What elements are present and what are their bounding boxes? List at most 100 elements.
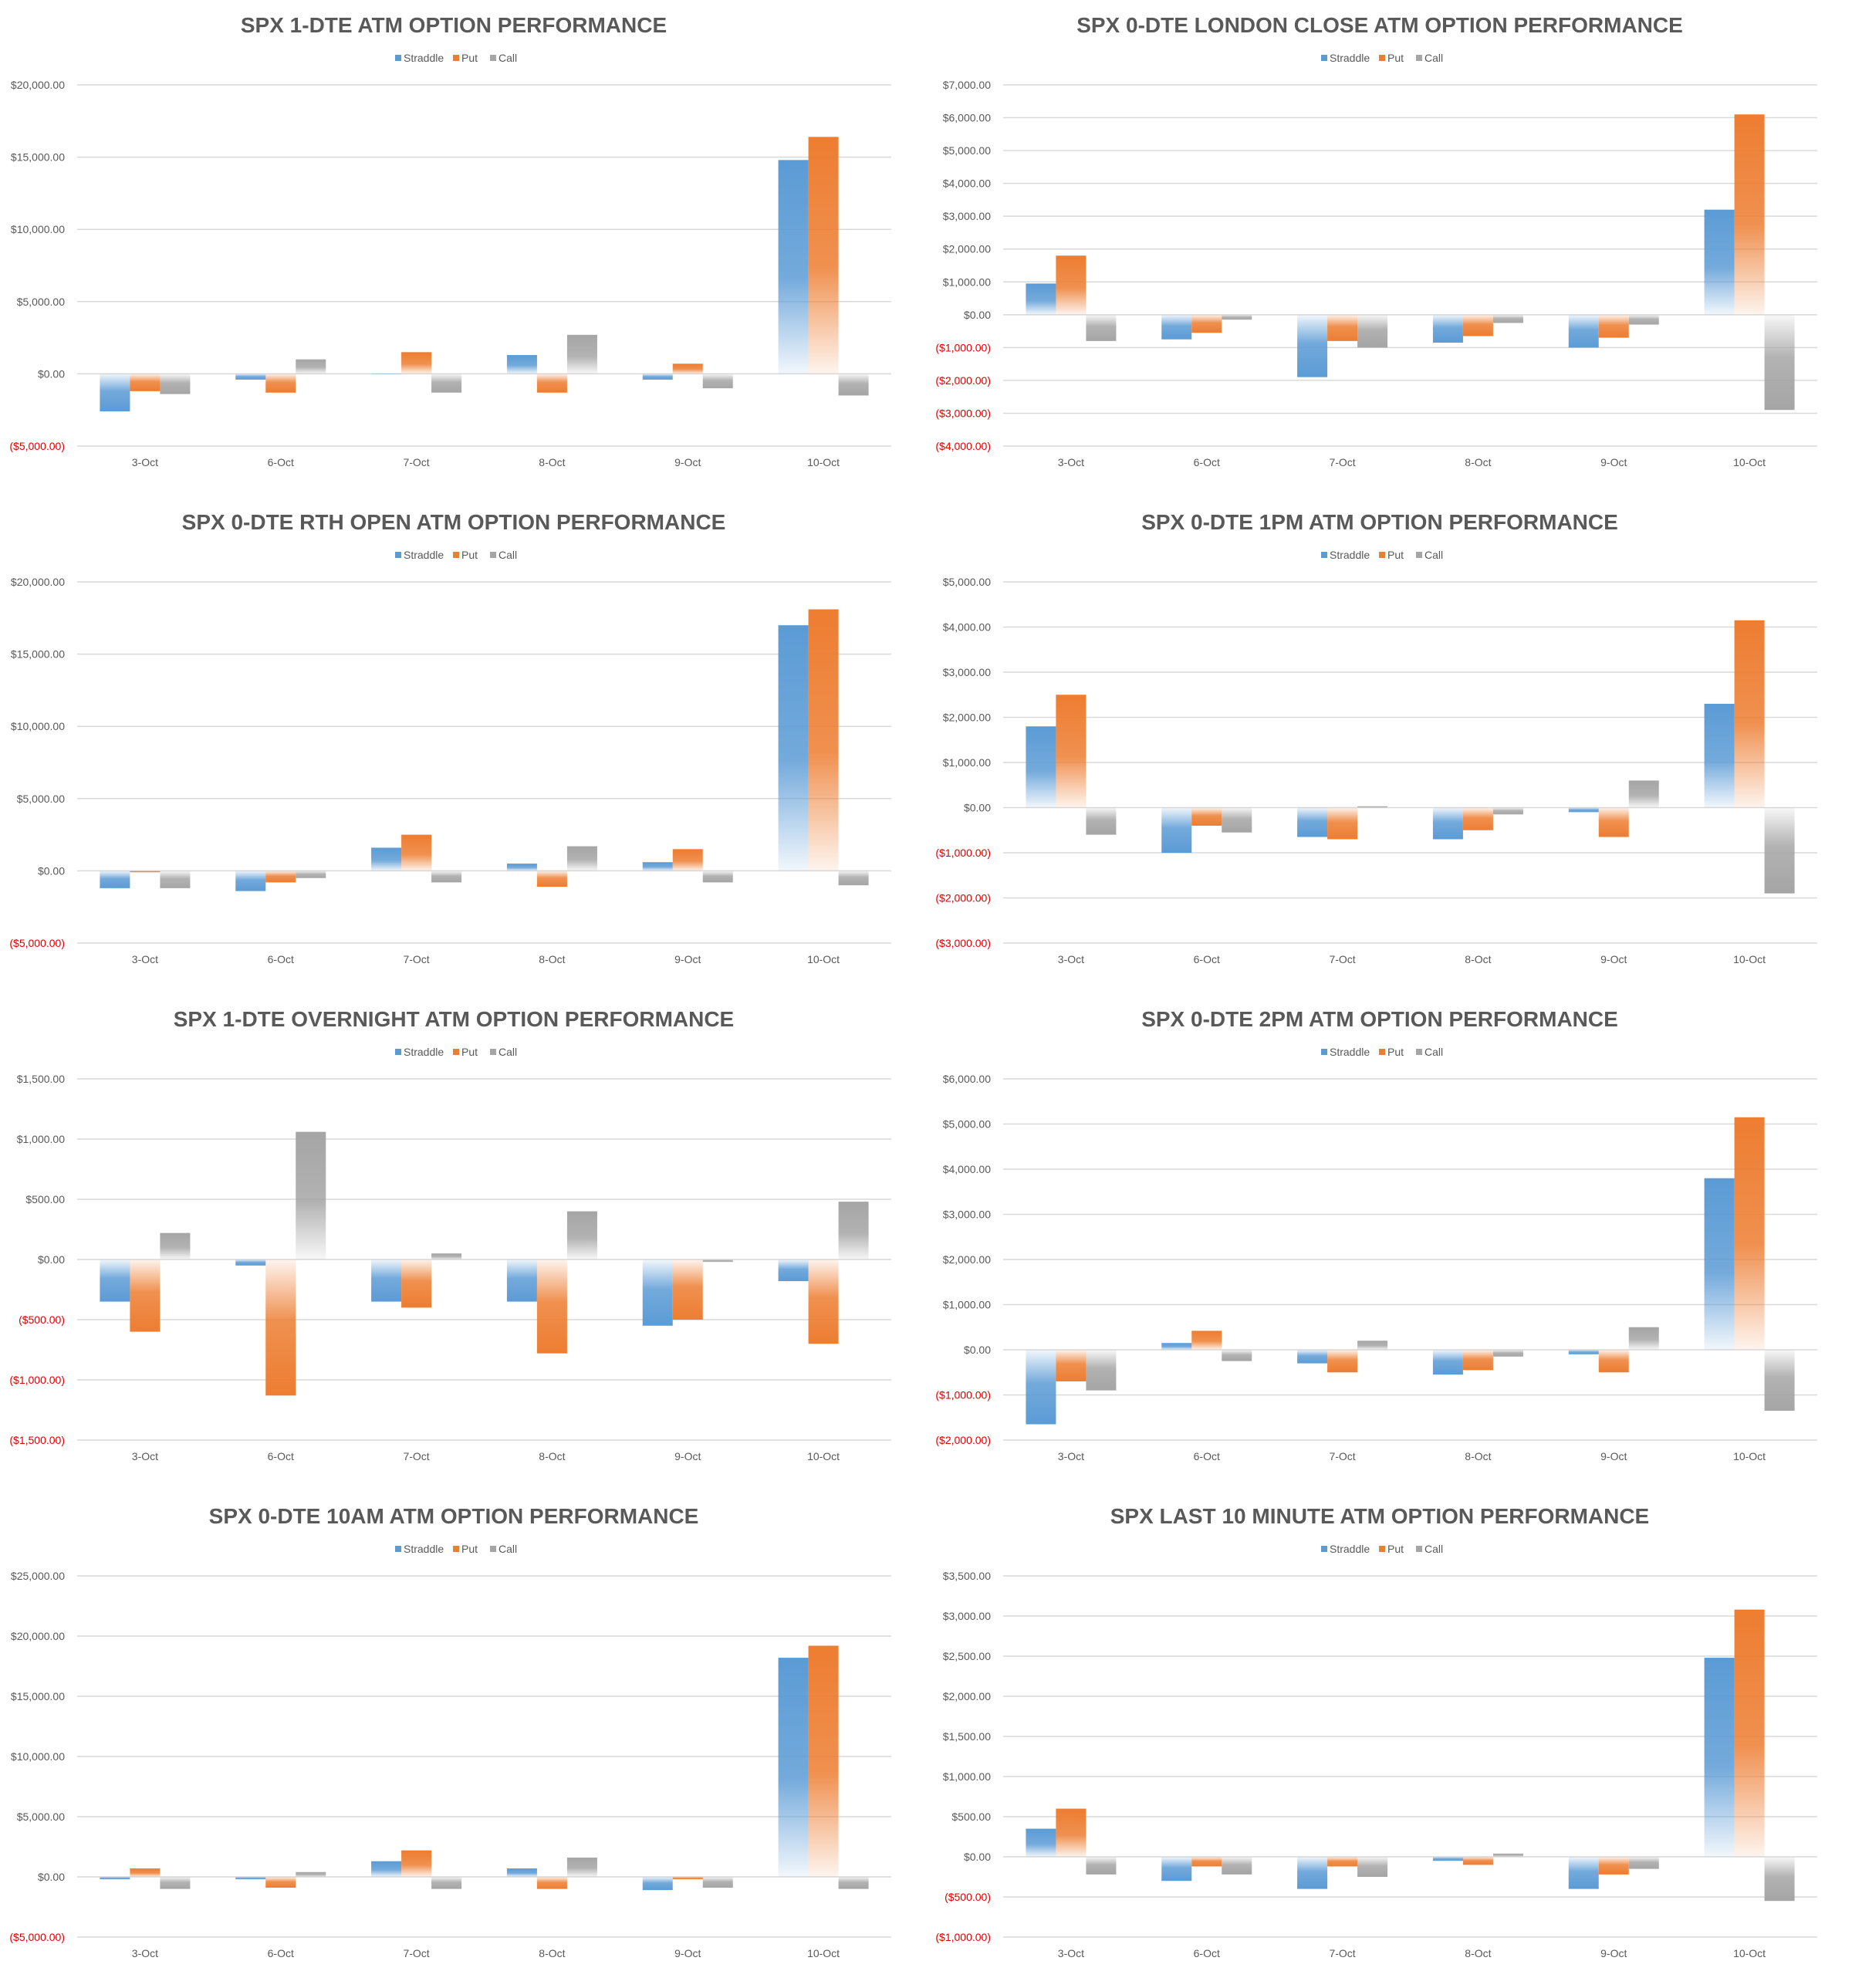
- legend-label-put: Put: [461, 1046, 478, 1058]
- y-tick-label: $1,500.00: [17, 1073, 65, 1085]
- legend-swatch-put: [453, 552, 459, 558]
- legend-label-straddle: Straddle: [1330, 1046, 1370, 1058]
- legend-label-straddle: Straddle: [404, 52, 444, 64]
- bar-call-6-oct: [296, 359, 326, 374]
- y-tick-label: $4,000.00: [943, 621, 991, 634]
- y-tick-label: ($2,000.00): [935, 892, 991, 904]
- x-tick-label: 10-Oct: [1733, 953, 1766, 965]
- legend-label-put: Put: [1387, 1543, 1404, 1555]
- chart-svg-2: SPX 0-DTE RTH OPEN ATM OPTION PERFORMANC…: [9, 510, 891, 965]
- legend-label-straddle: Straddle: [1330, 549, 1370, 561]
- y-tick-label: ($5,000.00): [9, 440, 65, 452]
- x-tick-label: 6-Oct: [268, 953, 294, 965]
- x-tick-label: 3-Oct: [132, 456, 158, 468]
- y-tick-label: $3,000.00: [943, 1610, 991, 1622]
- legend-label-put: Put: [461, 52, 478, 64]
- x-tick-label: 3-Oct: [1058, 456, 1084, 468]
- bar-call-9-oct: [702, 1259, 733, 1263]
- chart-title: SPX 0-DTE LONDON CLOSE ATM OPTION PERFOR…: [1076, 13, 1683, 37]
- bar-call-9-oct: [702, 1877, 733, 1888]
- bar-call-8-oct: [1492, 1853, 1523, 1857]
- bar-put-6-oct: [1191, 807, 1222, 826]
- x-tick-label: 7-Oct: [1329, 1947, 1355, 1959]
- bar-call-8-oct: [1492, 807, 1523, 815]
- bar-straddle-9-oct: [1568, 1857, 1599, 1889]
- x-tick-label: 7-Oct: [1329, 1450, 1355, 1462]
- bar-put-3-oct: [130, 1868, 161, 1877]
- y-tick-label: $1,500.00: [943, 1730, 991, 1743]
- bar-straddle-6-oct: [235, 1877, 266, 1880]
- chart-title: SPX LAST 10 MINUTE ATM OPTION PERFORMANC…: [1110, 1504, 1649, 1528]
- bar-call-6-oct: [1222, 1350, 1252, 1361]
- x-tick-label: 3-Oct: [1058, 953, 1084, 965]
- y-tick-label: $5,000.00: [943, 576, 991, 588]
- y-tick-label: ($1,000.00): [935, 847, 991, 859]
- chart-svg-3: SPX 0-DTE 1PM ATM OPTION PERFORMANCE Stra…: [935, 510, 1817, 965]
- bar-call-3-oct: [1086, 314, 1117, 341]
- x-tick-label: 6-Oct: [268, 1450, 294, 1462]
- x-tick-label: 10-Oct: [1733, 456, 1766, 468]
- legend-swatch-straddle: [1321, 1546, 1327, 1552]
- y-tick-label: ($3,000.00): [935, 937, 991, 949]
- bar-call-10-oct: [838, 871, 869, 886]
- bar-put-6-oct: [265, 1877, 296, 1888]
- x-tick-label: 9-Oct: [1600, 1947, 1627, 1959]
- bar-put-8-oct: [1462, 1857, 1493, 1865]
- bar-straddle-7-oct: [371, 847, 402, 871]
- legend-swatch-call: [1416, 55, 1422, 61]
- x-tick-label: 3-Oct: [1058, 1947, 1084, 1959]
- bar-put-8-oct: [536, 1259, 567, 1354]
- bar-straddle-7-oct: [371, 1259, 402, 1302]
- chart-svg-4: SPX 1-DTE OVERNIGHT ATM OPTION PERFORMAN…: [9, 1007, 891, 1462]
- y-tick-label: ($1,000.00): [9, 1374, 65, 1386]
- x-tick-label: 6-Oct: [1194, 953, 1220, 965]
- bar-straddle-3-oct: [1026, 1350, 1056, 1425]
- bar-put-10-oct: [1734, 114, 1765, 315]
- bar-straddle-3-oct: [100, 374, 130, 412]
- bar-put-3-oct: [130, 871, 161, 873]
- y-tick-label: $5,000.00: [17, 1810, 65, 1823]
- bar-call-7-oct: [431, 871, 462, 883]
- y-tick-label: $0.00: [38, 1253, 65, 1266]
- legend-swatch-call: [490, 1049, 496, 1055]
- chart-title: SPX 1-DTE ATM OPTION PERFORMANCE: [241, 13, 667, 37]
- legend-swatch-straddle: [395, 55, 401, 61]
- bar-call-8-oct: [1492, 314, 1523, 323]
- bar-call-3-oct: [160, 871, 191, 888]
- bar-put-3-oct: [130, 374, 161, 391]
- y-tick-label: $1,000.00: [943, 1299, 991, 1311]
- bar-straddle-10-oct: [778, 1658, 809, 1877]
- chart-panel-1pm: SPX 0-DTE 1PM ATM OPTION PERFORMANCE Stra…: [926, 497, 1852, 994]
- bar-call-9-oct: [1628, 314, 1659, 325]
- bar-call-8-oct: [566, 334, 597, 374]
- x-tick-label: 8-Oct: [539, 1947, 565, 1959]
- y-tick-label: $500.00: [25, 1193, 65, 1205]
- bar-straddle-6-oct: [235, 871, 266, 891]
- bar-straddle-7-oct: [371, 1861, 402, 1877]
- legend-swatch-call: [490, 552, 496, 558]
- y-tick-label: $5,000.00: [943, 1118, 991, 1131]
- y-tick-label: $500.00: [951, 1810, 991, 1823]
- y-tick-label: $10,000.00: [11, 223, 65, 235]
- chart-title: SPX 1-DTE OVERNIGHT ATM OPTION PERFORMAN…: [174, 1007, 734, 1031]
- y-tick-label: ($5,000.00): [9, 937, 65, 949]
- legend-label-call: Call: [1424, 52, 1443, 64]
- legend-swatch-put: [453, 1546, 459, 1552]
- x-tick-label: 8-Oct: [539, 456, 565, 468]
- y-tick-label: $5,000.00: [17, 296, 65, 308]
- bar-straddle-6-oct: [1161, 1857, 1192, 1882]
- x-tick-label: 8-Oct: [539, 953, 565, 965]
- bar-call-10-oct: [838, 1202, 869, 1259]
- bar-put-6-oct: [1191, 1857, 1222, 1867]
- legend-label-call: Call: [1424, 549, 1443, 561]
- legend-label-straddle: Straddle: [1330, 1543, 1370, 1555]
- y-tick-label: $3,000.00: [943, 1209, 991, 1221]
- y-tick-label: $5,000.00: [943, 144, 991, 157]
- bar-put-9-oct: [672, 1877, 703, 1880]
- chart-svg-5: SPX 0-DTE 2PM ATM OPTION PERFORMANCE Stra…: [935, 1007, 1817, 1462]
- bar-put-10-oct: [808, 609, 839, 871]
- bar-straddle-3-oct: [100, 1877, 130, 1880]
- legend-label-call: Call: [498, 1543, 517, 1555]
- y-tick-label: $20,000.00: [11, 576, 65, 588]
